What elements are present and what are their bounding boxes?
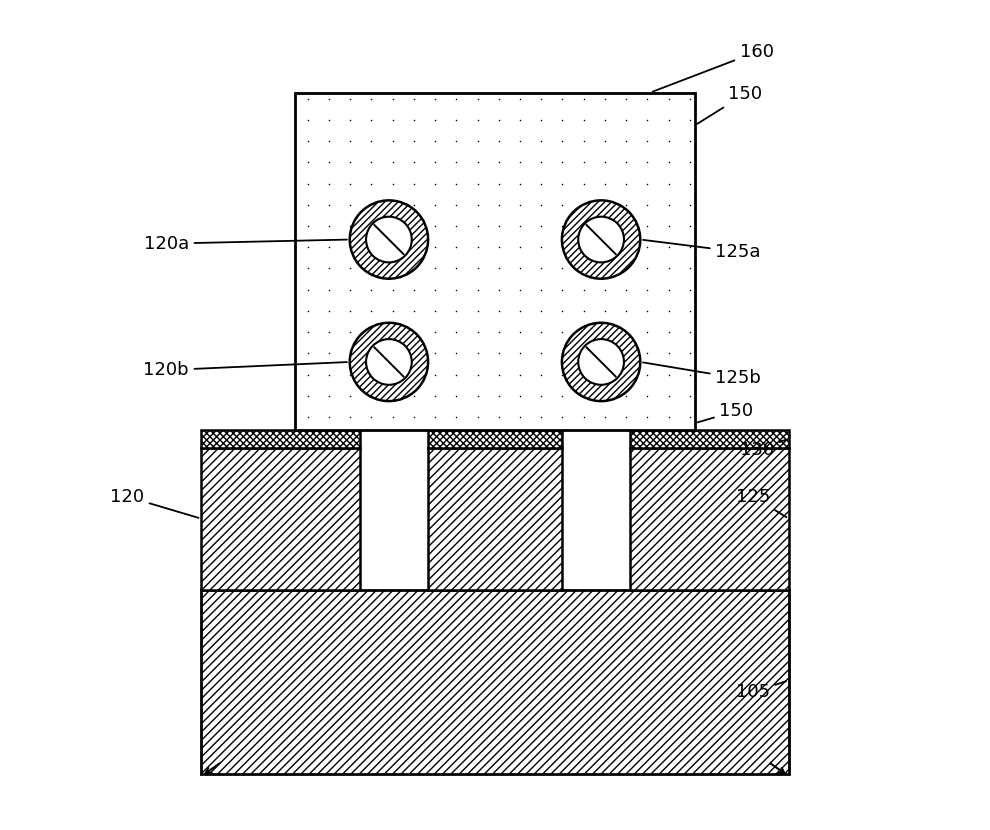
Text: 105: 105	[736, 681, 786, 701]
Bar	[201, 590, 789, 774]
Text: 120b: 120b	[144, 361, 346, 379]
Bar	[428, 447, 562, 590]
Text: 125b: 125b	[644, 363, 761, 388]
Bar	[428, 430, 562, 447]
Bar	[201, 447, 360, 590]
Ellipse shape	[562, 200, 641, 279]
Bar	[201, 447, 360, 590]
Ellipse shape	[349, 200, 428, 279]
Bar	[201, 430, 360, 447]
Ellipse shape	[349, 323, 428, 401]
Text: 150: 150	[697, 85, 761, 124]
Bar	[295, 93, 695, 430]
Ellipse shape	[578, 217, 624, 262]
Text: 160: 160	[652, 43, 774, 91]
Ellipse shape	[366, 339, 412, 385]
Text: 150: 150	[698, 402, 753, 422]
Text: 120: 120	[110, 487, 199, 518]
Bar	[428, 447, 562, 590]
Bar	[428, 430, 562, 447]
Bar	[630, 447, 789, 590]
Bar	[630, 447, 789, 590]
Ellipse shape	[578, 339, 624, 385]
Bar	[630, 430, 789, 447]
Ellipse shape	[562, 323, 641, 401]
Text: 120a: 120a	[144, 235, 346, 252]
Ellipse shape	[366, 217, 412, 262]
Bar	[201, 430, 360, 447]
Text: 125a: 125a	[644, 240, 761, 261]
Bar	[201, 590, 789, 774]
Text: 125: 125	[736, 487, 786, 517]
Bar	[630, 430, 789, 447]
Text: 130: 130	[740, 440, 786, 459]
